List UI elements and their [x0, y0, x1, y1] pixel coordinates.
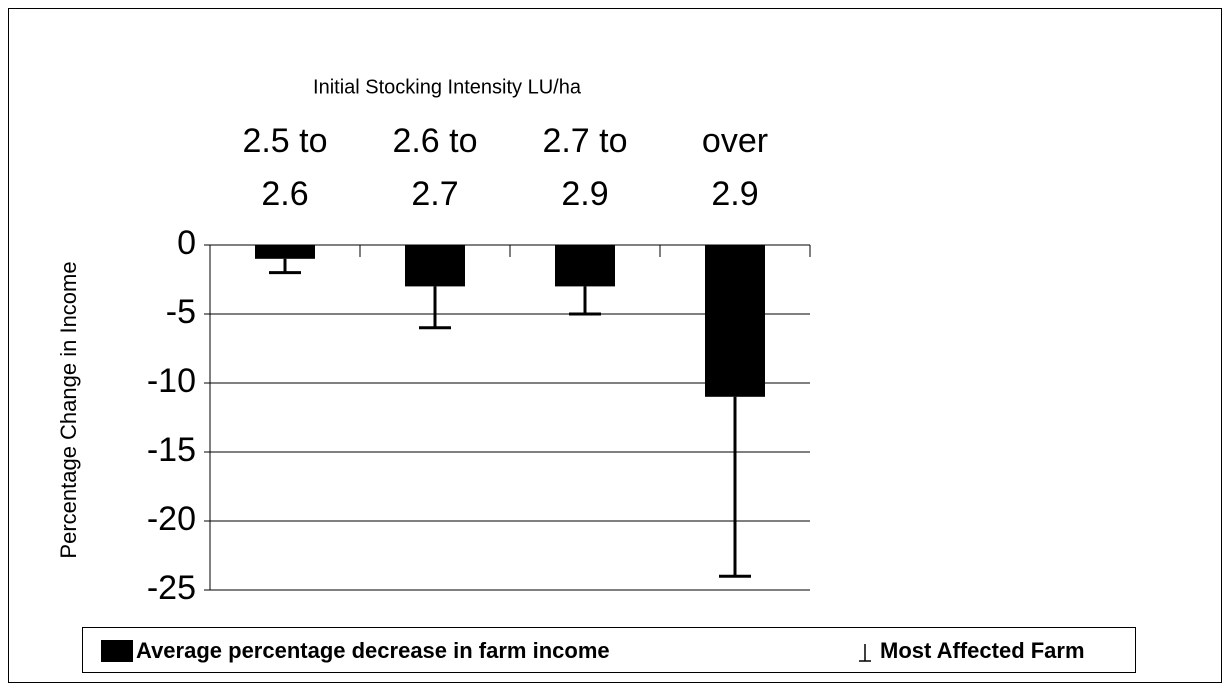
y-tick-label: -10 — [147, 362, 196, 400]
x-tick-label-line: 2.5 to — [242, 122, 327, 160]
y-tick-label: -15 — [147, 431, 196, 469]
x-tick-label-line: 2.6 to — [392, 122, 477, 160]
x-tick-label: 2.7 to 2.9 — [542, 122, 627, 213]
x-tick-label-line: 2.6 — [261, 175, 308, 213]
bar — [405, 245, 465, 287]
x-tick-label-line: 2.9 — [561, 175, 608, 213]
bar — [555, 245, 615, 287]
y-tick-label: -5 — [166, 293, 196, 331]
x-tick-label-line: 2.7 — [411, 175, 458, 213]
bar — [705, 245, 765, 397]
x-tick-label-line: over — [702, 122, 768, 160]
x-tick-label: over 2.9 — [702, 122, 768, 213]
y-axis-title: Percentage Change in Income — [56, 261, 81, 558]
bar — [255, 245, 315, 259]
x-tick-label-line: 2.7 to — [542, 122, 627, 160]
y-tick-label: -20 — [147, 500, 196, 538]
x-tick-label: 2.6 to 2.7 — [392, 122, 477, 213]
chart-border — [8, 8, 1222, 683]
x-tick-label-line: 2.9 — [711, 175, 758, 213]
x-tick-label: 2.5 to 2.6 — [242, 122, 327, 213]
legend-box — [82, 627, 1136, 673]
y-tick-label: -25 — [147, 569, 196, 607]
chart-title: Initial Stocking Intensity LU/ha — [313, 76, 582, 98]
legend-label: Average percentage decrease in farm inco… — [136, 638, 610, 663]
legend-swatch — [101, 640, 133, 662]
legend-label: Most Affected Farm — [880, 638, 1085, 663]
y-tick-label: 0 — [177, 224, 196, 262]
